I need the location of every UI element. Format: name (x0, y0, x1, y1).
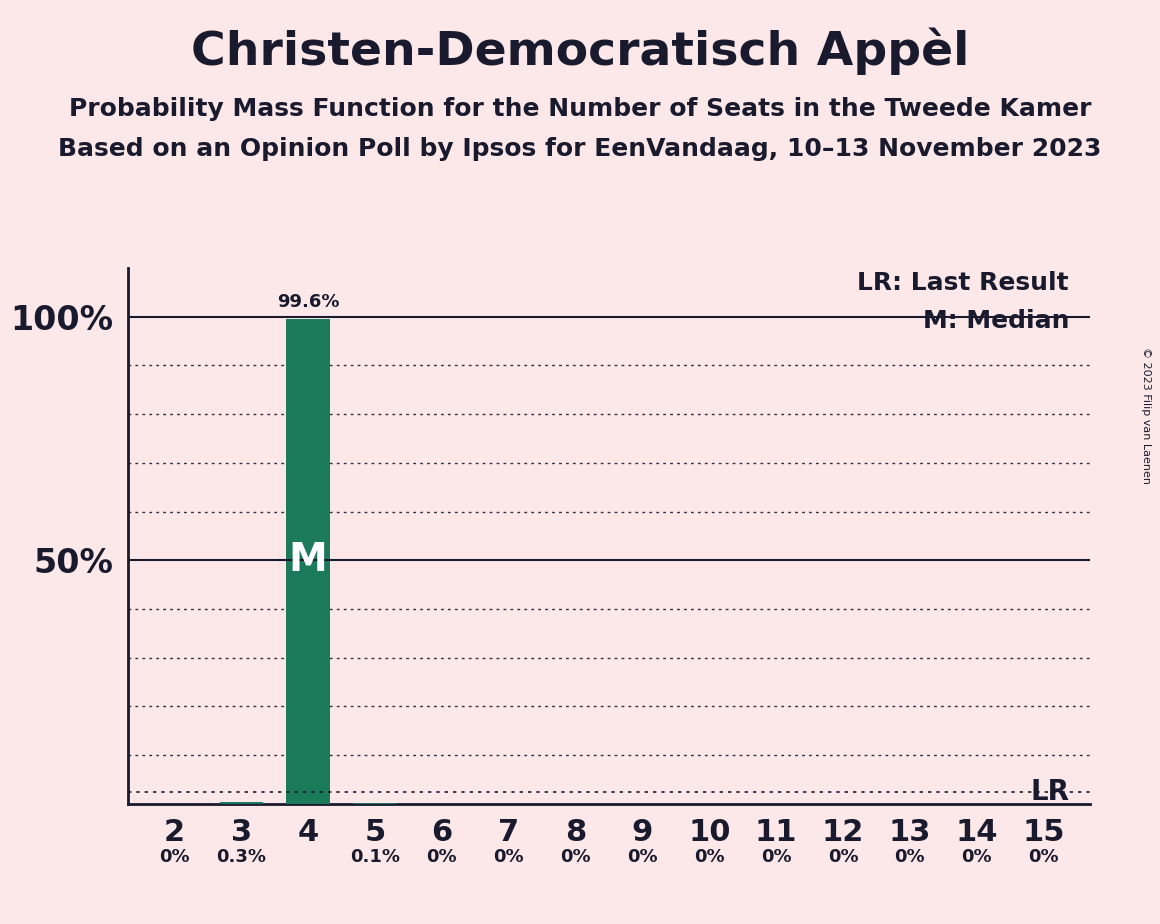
Text: 0%: 0% (828, 847, 858, 866)
Bar (219, 802, 263, 804)
Text: 0%: 0% (1028, 847, 1059, 866)
Text: 0%: 0% (427, 847, 457, 866)
Text: 0%: 0% (894, 847, 926, 866)
Text: Christen-Democratisch Appèl: Christen-Democratisch Appèl (190, 28, 970, 75)
Text: 0%: 0% (694, 847, 725, 866)
Text: 0%: 0% (761, 847, 791, 866)
Text: 0.1%: 0.1% (350, 847, 400, 866)
Text: LR: Last Result: LR: Last Result (857, 271, 1070, 295)
Text: 0%: 0% (560, 847, 590, 866)
Text: LR: LR (1030, 778, 1070, 806)
Text: M: M (289, 541, 327, 579)
Text: © 2023 Filip van Laenen: © 2023 Filip van Laenen (1141, 347, 1151, 484)
Text: 0.3%: 0.3% (216, 847, 267, 866)
Text: 0%: 0% (159, 847, 190, 866)
Text: M: Median: M: Median (922, 310, 1070, 334)
Text: 0%: 0% (962, 847, 992, 866)
Text: 0%: 0% (493, 847, 524, 866)
Text: Probability Mass Function for the Number of Seats in the Tweede Kamer: Probability Mass Function for the Number… (68, 97, 1092, 121)
Bar (287, 319, 329, 804)
Text: 99.6%: 99.6% (277, 293, 340, 311)
Text: 0%: 0% (628, 847, 658, 866)
Text: Based on an Opinion Poll by Ipsos for EenVandaag, 10–13 November 2023: Based on an Opinion Poll by Ipsos for Ee… (58, 137, 1102, 161)
